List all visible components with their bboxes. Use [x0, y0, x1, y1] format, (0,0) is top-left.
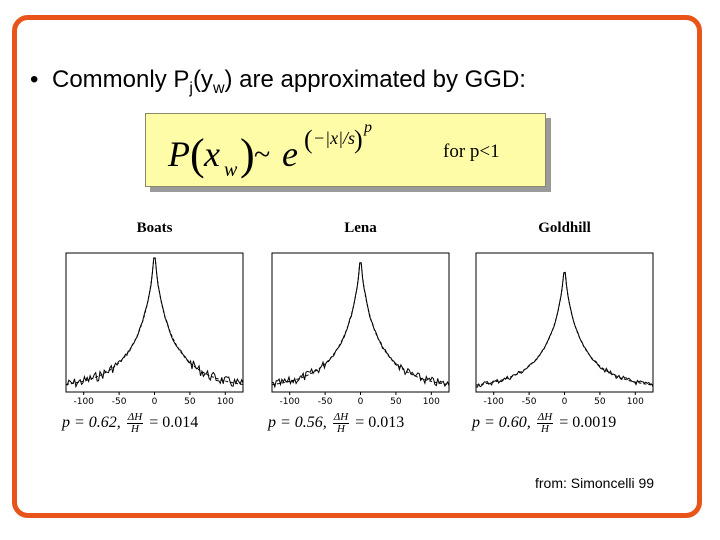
plot-title: Goldhill	[538, 220, 591, 236]
caption-fraction: ΔH H	[126, 411, 144, 435]
formula-e: e	[282, 134, 298, 174]
caption-p: p = 0.62,	[62, 414, 121, 432]
caption-value: = 0.013	[355, 414, 405, 432]
bullet-mid: (y	[192, 66, 213, 93]
plot-caption: p = 0.56, ΔH H = 0.013	[268, 412, 404, 435]
caption-fraction: ΔH H	[536, 411, 554, 435]
x-tick-label: 50	[390, 397, 402, 407]
x-tick-label: -50	[318, 397, 333, 407]
caption-fraction: ΔH H	[332, 411, 350, 435]
fraction-numerator: ΔH	[536, 411, 554, 424]
bullet-suffix: ) are approximated by GGD:	[224, 66, 526, 93]
formula-note: for p<1	[443, 141, 500, 162]
fit-curve	[475, 272, 654, 386]
x-tick-label: -100	[483, 397, 504, 407]
formula-box: P ( x w ) ~ e ( −|x|/s ) p	[145, 113, 546, 187]
fraction-denominator: H	[541, 423, 549, 435]
plot-caption: p = 0.62, ΔH H = 0.014	[62, 412, 198, 435]
histogram-curve	[475, 271, 654, 388]
plot-title: Lena	[344, 220, 377, 236]
x-tick-label: 0	[562, 397, 568, 407]
x-tick-label: 0	[152, 397, 158, 407]
formula-x: x	[203, 134, 220, 174]
histogram-curve	[271, 262, 450, 389]
caption-value: = 0.014	[149, 414, 199, 432]
caption-p: p = 0.60,	[472, 414, 531, 432]
formula-exp-rparen: )	[354, 125, 363, 154]
plot-frame	[475, 252, 654, 393]
formula-equation: P ( x w ) ~ e ( −|x|/s ) p	[167, 119, 372, 181]
formula-exp-lparen: (	[304, 125, 313, 154]
histogram-figure: -100 -50 0 50 100	[475, 252, 654, 407]
x-tick-label: 100	[627, 397, 644, 407]
formula-lparen: (	[190, 130, 205, 179]
formula-exp-inner: −|x|/s	[313, 128, 355, 148]
x-tick-label: -100	[279, 397, 300, 407]
plot-boats: Boats -100 -50 0 50 100 p = 0.62, ΔH H = 0.01…	[62, 220, 247, 435]
x-tick-label: -50	[112, 397, 127, 407]
fraction-numerator: ΔH	[332, 411, 350, 424]
bullet-prefix: Commonly P	[52, 66, 190, 93]
plot-caption: p = 0.60, ΔH H = 0.0019	[472, 412, 616, 435]
fit-curve	[271, 262, 450, 386]
plot-title: Boats	[136, 220, 173, 236]
plot-goldhill: Goldhill -100 -50 0 50 100 p = 0.60, ΔH H = 0…	[472, 220, 657, 435]
plot-lena: Lena -100 -50 0 50 100 p = 0.56, ΔH H = 0.013	[268, 220, 453, 435]
formula-P: P	[167, 134, 190, 174]
x-tick-label: 100	[217, 397, 234, 407]
caption-p: p = 0.56,	[268, 414, 327, 432]
formula-exp-power: p	[363, 119, 372, 136]
x-tick-label: 50	[594, 397, 606, 407]
x-tick-label: 100	[423, 397, 440, 407]
bullet-text: • Commonly Pj(yw) are approximated by GGD…	[30, 66, 526, 98]
histogram-figure: -100 -50 0 50 100	[65, 252, 244, 407]
fraction-numerator: ΔH	[126, 411, 144, 424]
x-tick-label: 50	[184, 397, 196, 407]
plot-frame	[271, 252, 450, 393]
bullet-sub-j: j	[189, 80, 193, 97]
fit-curve	[65, 257, 244, 385]
x-tick-label: 0	[358, 397, 364, 407]
fraction-denominator: H	[337, 423, 345, 435]
histogram-figure: -100 -50 0 50 100	[271, 252, 450, 407]
x-tick-label: -50	[522, 397, 537, 407]
x-tick-label: -100	[73, 397, 94, 407]
bullet-dot: •	[30, 66, 39, 93]
histogram-curve	[65, 257, 244, 389]
formula-x-sub: w	[224, 159, 238, 181]
fraction-denominator: H	[131, 423, 139, 435]
caption-value: = 0.0019	[559, 414, 617, 432]
formula-rparen: )	[240, 130, 255, 179]
plot-frame	[65, 252, 244, 393]
source-citation: from: Simoncelli 99	[535, 475, 655, 491]
slide-border	[12, 15, 702, 518]
formula-tilde: ~	[254, 138, 270, 171]
bullet-sub-w: w	[212, 80, 225, 97]
